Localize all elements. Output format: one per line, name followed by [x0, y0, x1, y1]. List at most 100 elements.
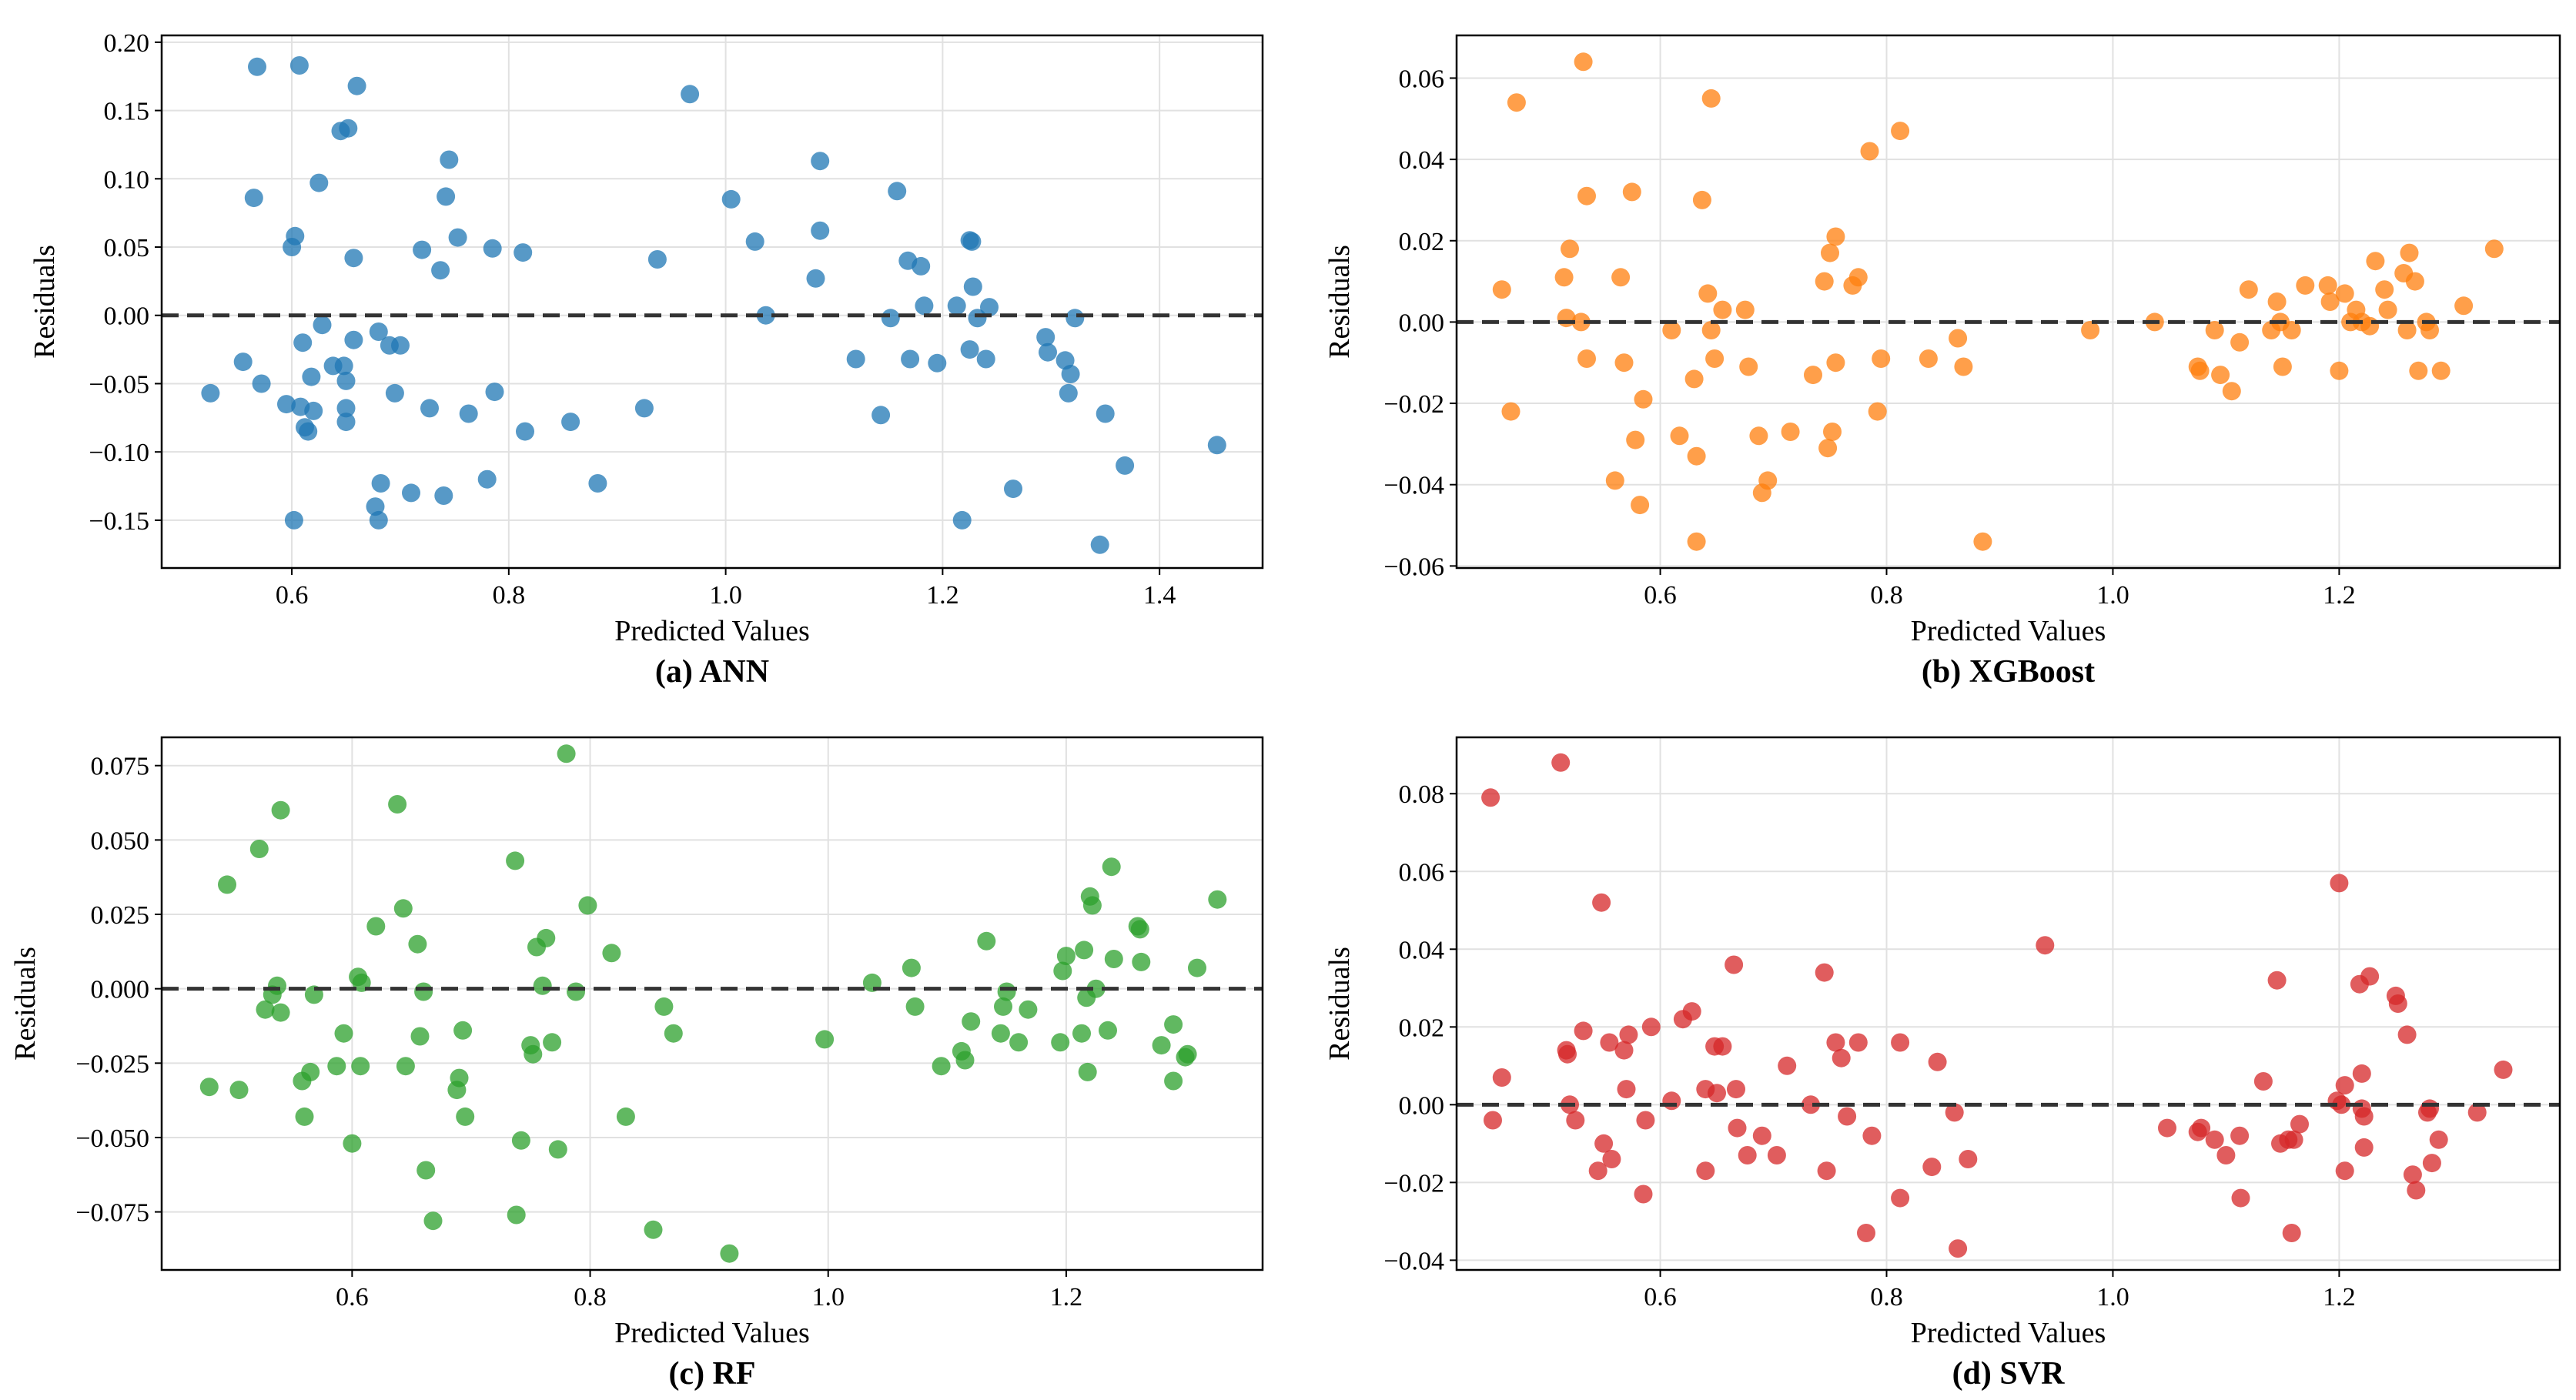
data-point	[369, 322, 388, 341]
data-point	[681, 85, 700, 104]
data-point	[901, 349, 920, 369]
data-point	[1701, 89, 1721, 108]
y-tick-label: 0.06	[1399, 858, 1445, 887]
data-point	[1857, 1224, 1875, 1242]
data-point	[1036, 328, 1055, 347]
data-point	[1815, 272, 1834, 291]
data-point	[963, 277, 982, 296]
data-point	[2366, 252, 2385, 271]
data-point	[1605, 471, 1624, 490]
data-point	[2081, 321, 2100, 339]
y-tick-label: 0.06	[1399, 65, 1445, 93]
data-point	[2282, 1224, 2301, 1242]
data-point	[928, 353, 947, 373]
data-point	[567, 982, 585, 1001]
data-point	[1619, 1025, 1638, 1044]
data-point	[450, 1068, 469, 1088]
data-point	[1684, 369, 1704, 389]
data-point	[1086, 979, 1106, 998]
data-point	[1164, 1015, 1183, 1034]
data-point	[1004, 479, 1022, 499]
data-point	[905, 997, 925, 1016]
plot-frame	[160, 34, 1264, 570]
y-tick-label: −0.10	[89, 439, 149, 467]
data-point	[431, 261, 450, 280]
data-point	[952, 510, 972, 530]
data-point	[932, 1057, 951, 1076]
x-tick-label: 0.8	[574, 1283, 607, 1311]
data-point	[806, 269, 825, 288]
data-point	[616, 1107, 635, 1126]
data-point	[1075, 941, 1094, 960]
data-point	[2211, 366, 2230, 385]
data-point	[1574, 1021, 1593, 1041]
chart-caption: (b) XGBoost	[1922, 654, 2095, 690]
data-point	[336, 371, 356, 390]
plot-frame	[1455, 34, 2561, 570]
data-point	[514, 243, 533, 262]
data-point	[334, 356, 353, 376]
data-point	[962, 1012, 981, 1031]
data-point	[339, 119, 358, 138]
y-axis-title: Residuals	[1323, 947, 1356, 1061]
data-point	[2407, 1181, 2426, 1200]
data-point	[871, 406, 891, 425]
data-point	[313, 316, 332, 335]
y-tick-label: 0.15	[104, 98, 150, 126]
data-point	[413, 240, 432, 259]
y-tick-label: 0.02	[1399, 228, 1445, 256]
y-tick-label: −0.02	[1383, 390, 1444, 419]
data-point	[1735, 300, 1755, 319]
data-point	[1767, 1146, 1786, 1164]
y-tick-label: 0.05	[104, 234, 150, 262]
data-point	[417, 1161, 436, 1180]
y-tick-label: −0.050	[75, 1124, 149, 1153]
data-point	[1614, 1041, 1634, 1060]
data-point	[1622, 182, 1641, 202]
data-point	[218, 875, 236, 894]
data-point	[1891, 1033, 1910, 1052]
data-point	[2230, 1126, 2250, 1145]
data-point	[1752, 1126, 1771, 1145]
data-point	[915, 296, 934, 316]
data-point	[2431, 361, 2451, 380]
data-point	[2335, 1161, 2354, 1181]
data-point	[1104, 950, 1123, 968]
data-point	[344, 249, 363, 268]
data-point	[1692, 190, 1711, 209]
data-point	[1082, 896, 1102, 915]
data-point	[1662, 1091, 1681, 1111]
data-point	[1484, 1111, 1502, 1130]
data-point	[516, 422, 534, 441]
data-point	[1713, 1037, 1732, 1056]
x-tick-label: 1.2	[2323, 1283, 2356, 1311]
data-point	[2484, 239, 2504, 259]
x-tick-label: 1.0	[709, 581, 742, 610]
y-tick-label: −0.04	[1383, 1247, 1444, 1275]
data-point	[334, 1024, 353, 1043]
data-point	[1823, 423, 1842, 441]
data-point	[309, 173, 329, 192]
data-point	[437, 187, 456, 206]
data-point	[1821, 243, 1839, 262]
data-point	[248, 57, 266, 76]
data-point	[664, 1024, 683, 1043]
data-point	[2284, 1130, 2303, 1149]
data-point	[388, 795, 407, 814]
data-point	[1059, 383, 1078, 403]
data-point	[2330, 361, 2349, 380]
data-point	[980, 298, 999, 317]
data-point	[2192, 1118, 2211, 1138]
data-point	[1848, 268, 1868, 287]
plot-frame	[1455, 736, 2561, 1271]
data-point	[2409, 361, 2428, 380]
data-point	[2231, 1188, 2250, 1208]
data-point	[561, 413, 580, 432]
data-point	[1009, 1033, 1029, 1052]
data-point	[533, 976, 552, 995]
data-point	[745, 232, 764, 251]
data-point	[1617, 1080, 1636, 1099]
data-point	[2494, 1060, 2513, 1079]
x-tick-label: 1.4	[1143, 581, 1176, 610]
data-point	[1574, 52, 1593, 72]
